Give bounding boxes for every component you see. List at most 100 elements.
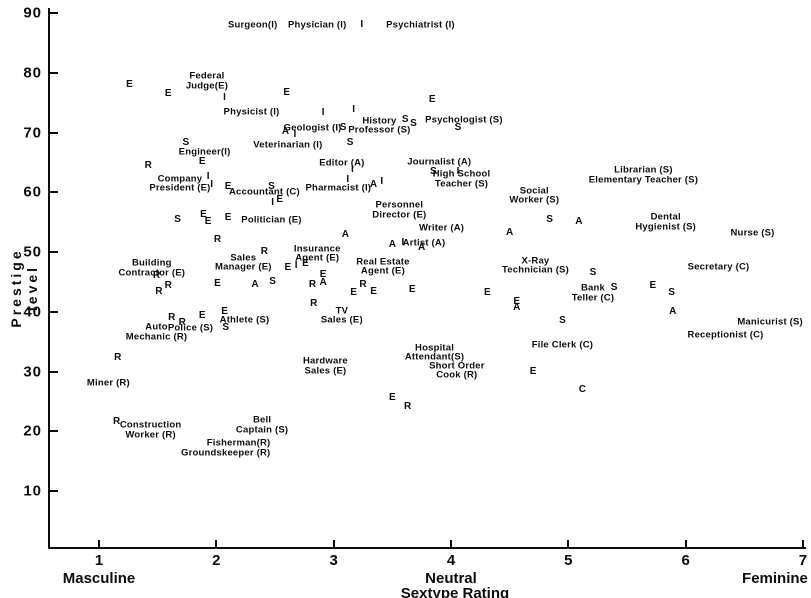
occupation-label: Physician (I) [287,19,347,31]
point-letter: E [276,194,284,206]
occupation-label: Physicist (I) [223,106,280,118]
y-tick-label: 40 [23,303,42,321]
point-letter: A [669,305,677,317]
y-axis-line [48,8,50,548]
occupation-label: Writer (A) [419,222,465,234]
occupation-label: Veterinarian (I) [253,139,323,151]
point-letter: I [351,164,354,176]
x-tick-label: 6 [681,552,690,569]
x-axis-title: Sextype Rating [400,585,510,598]
occupation-label: Secretary (C) [687,261,750,273]
point-letter: E [214,278,221,290]
occupation-label: Engineer(I) [178,146,231,158]
occupation-label: Accountant (C) [228,186,300,198]
occupation-label: Manicurist (S) [737,316,803,328]
point-letter: S [222,321,230,333]
occupation-label: High School Teacher (S) [432,168,491,190]
point-letter: R [260,246,269,257]
y-tick-label: 10 [23,482,42,500]
point-letter: R [164,280,172,292]
x-tick-label: 3 [329,552,338,569]
x-tick-label: 4 [446,552,456,569]
occupation-label: Librarian (S) [614,164,673,176]
point-letter: E [200,208,207,220]
point-letter: R [114,351,122,363]
point-letter: S [610,281,618,293]
y-tick [48,251,58,253]
point-letter: R [152,269,161,281]
occupation-label: TV Sales (E) [320,305,363,326]
point-letter: E [198,155,206,167]
point-letter: S [559,314,566,326]
point-letter: S [430,165,437,177]
occupation-label: Police (S) [167,322,214,334]
point-letter: R [112,415,121,427]
x-tick-label: 7 [798,552,808,569]
occupation-label: Elementary Teacher (S) [588,174,699,186]
point-letter: A [506,226,514,238]
x-tick [567,540,570,549]
point-letter: S [410,118,417,130]
occupation-label: Short Order Cook (R) [429,360,485,381]
x-axis-line [48,547,806,549]
occupation-label: Psychiatrist (I) [386,19,455,31]
point-letter: I [321,106,325,118]
y-tick [48,131,58,134]
point-letter: S [454,121,462,133]
x-axis-left-word: Masculine [62,570,136,587]
point-letter: E [484,287,491,299]
point-letter: C [578,384,587,396]
occupation-label: Personnel Director (E) [372,199,427,221]
occupation-label: Hospital Attendant(S) [404,342,465,363]
occupation-label: Nurse (S) [730,227,775,239]
point-letter: E [649,280,657,292]
point-letter: R [359,278,367,290]
y-tick-label: 20 [23,422,42,440]
point-letter: S [182,137,190,149]
occupation-label: Social Worker (S) [509,185,560,206]
point-letter: E [319,269,327,281]
y-tick-label: 80 [23,64,42,82]
occupation-label: File Clerk (C) [531,339,594,351]
point-letter: E [370,286,377,298]
point-letter: S [401,113,409,125]
occupation-label: Bell Captain (S) [235,414,289,436]
y-tick [48,12,58,14]
occupation-label: Geologist (I) [283,121,342,133]
x-tick [449,540,452,549]
occupation-label: Receptionist (C) [687,329,764,341]
point-letter: A [251,278,259,290]
x-axis-center-word: Neutral [425,570,477,587]
occupation-label: Federal Judge(E) [185,70,229,92]
point-letter: R [310,297,318,309]
point-letter: E [198,309,206,321]
point-letter: S [339,121,347,133]
point-letter: E [224,211,232,223]
occupation-label: Politician (E) [241,213,302,225]
y-tick-label: 30 [23,363,42,380]
point-letter: E [221,305,228,317]
point-letter: E [302,257,309,269]
point-letter: I [360,18,364,30]
point-letter: R [213,234,222,246]
y-tick-label: 50 [23,243,42,261]
point-letter: E [224,180,232,192]
point-letter: S [268,180,275,192]
point-letter: I [456,165,460,177]
occupation-label: Construction Worker (R) [119,419,182,441]
point-letter: R [178,317,186,329]
point-letter: I [210,179,214,191]
y-tick [48,191,58,194]
point-letter: E [126,79,133,91]
point-letter: I [352,103,355,115]
point-letter: I [223,91,226,103]
y-tick [48,71,58,74]
point-letter: S [589,266,597,278]
occupation-label: Real Estate Agent (E) [356,256,410,277]
point-letter: E [350,287,357,299]
y-tick [48,490,58,492]
point-letter: E [388,391,396,403]
occupation-label: Miner (R) [86,377,130,389]
occupation-label: History Professor (S) [348,115,411,136]
occupation-label: Company President (E) [149,173,211,194]
